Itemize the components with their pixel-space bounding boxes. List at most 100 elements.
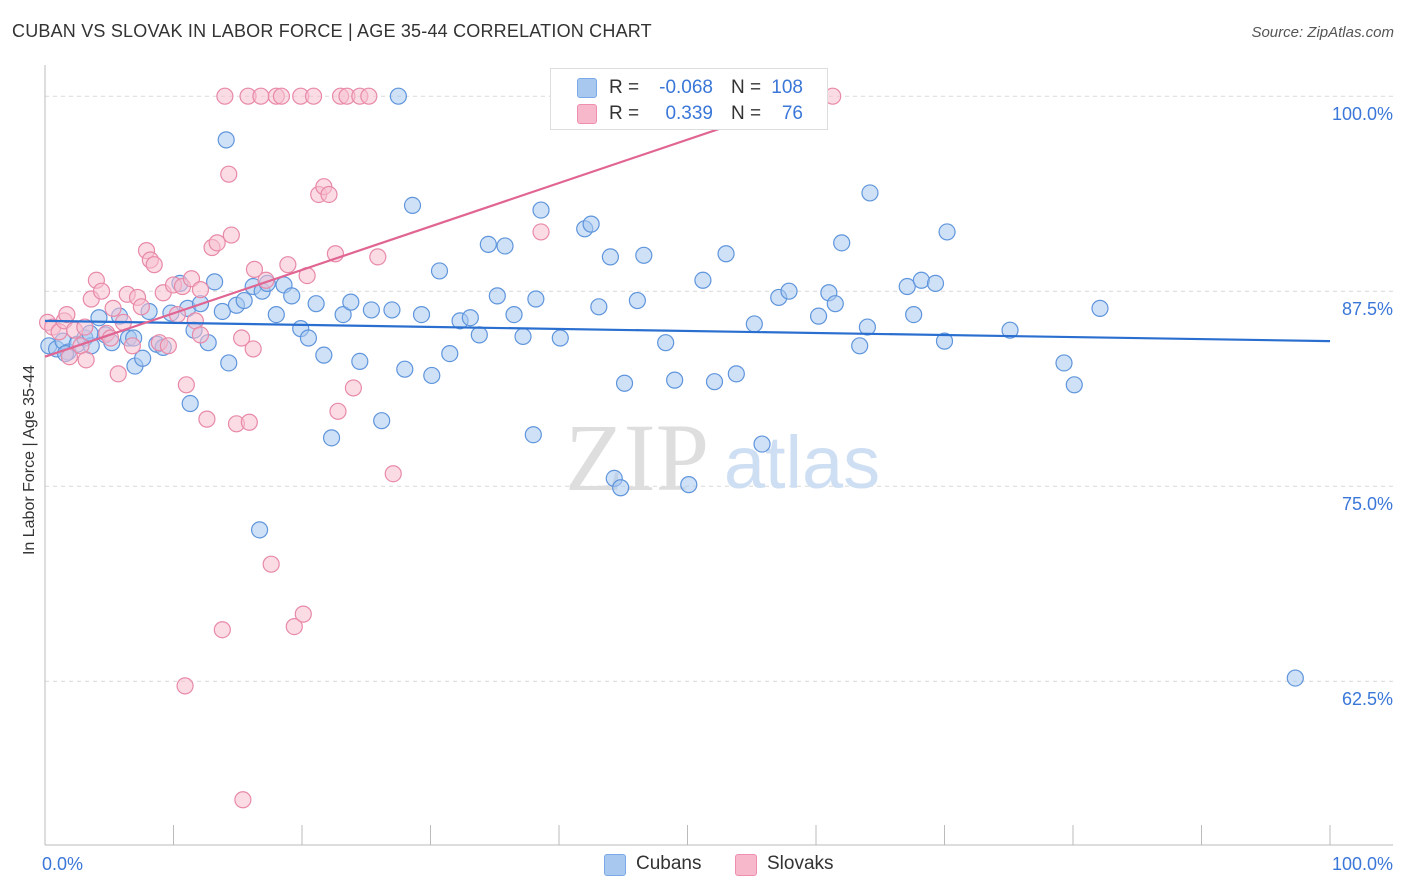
trend-line-slovaks [44, 95, 817, 358]
trend-lines [44, 95, 1331, 358]
legend-n-value-slovaks: 76 [781, 103, 803, 124]
slovak-point [240, 413, 258, 431]
cuban-point [235, 291, 253, 310]
cuban-point [666, 371, 684, 389]
cuban-point [938, 223, 956, 241]
slovak-point [252, 87, 270, 105]
legend-n-value-cubans: 108 [771, 77, 803, 98]
cuban-point [217, 131, 235, 149]
cuban-point [479, 235, 497, 253]
legend-swatch-cubans [577, 78, 597, 98]
slovak-point [329, 402, 347, 420]
cuban-point [635, 246, 653, 264]
slovak-point [285, 617, 303, 636]
slovak-point [198, 410, 216, 428]
cuban-point [680, 476, 698, 494]
slovak-point [272, 87, 291, 105]
cuban-point [1091, 299, 1109, 317]
cuban-point [461, 309, 479, 327]
cuban-point [1065, 376, 1083, 394]
cuban-point [717, 245, 735, 263]
cuban-point [753, 435, 771, 453]
trend-line-cubans [44, 319, 1331, 343]
cuban-point [858, 318, 877, 336]
legend-r-value-cubans: -0.068 [659, 77, 713, 98]
slovak-point [384, 465, 402, 483]
slovak-point [216, 87, 234, 105]
slovak-point [76, 318, 94, 336]
chart-title: CUBAN VS SLOVAK IN LABOR FORCE | AGE 35-… [12, 21, 652, 41]
cuban-point [383, 301, 401, 319]
slovak-point [220, 165, 238, 183]
cuban-point [905, 306, 923, 324]
legend-r-value-slovaks: 0.339 [665, 103, 713, 124]
cuban-point [470, 326, 488, 344]
series-legend: Cubans Slovaks [0, 852, 1406, 878]
cuban-point [307, 295, 325, 313]
slovak-point [262, 555, 280, 573]
axes [44, 65, 1393, 846]
slovak-point [159, 337, 177, 355]
cuban-point [582, 215, 600, 233]
cuban-point [267, 306, 285, 324]
slovak-point [222, 226, 240, 244]
cuban-point [809, 307, 828, 325]
slovak-point [123, 337, 141, 355]
slovak-point [304, 87, 323, 105]
cuban-point [727, 365, 745, 383]
cuban-point [524, 426, 542, 444]
cuban-point [315, 346, 333, 364]
slovak-point [532, 223, 550, 241]
y-tick-label: 87.5% [1342, 299, 1393, 319]
slovak-point [176, 677, 194, 695]
legend-r-label: R = [609, 77, 640, 98]
slovak-point [369, 248, 387, 266]
cuban-point [334, 306, 352, 324]
slovak-point [104, 299, 122, 317]
cuban-point [342, 293, 360, 311]
series-slovaks [38, 87, 842, 809]
cuban-point [612, 479, 630, 497]
slovak-point [191, 326, 210, 344]
cuban-point [898, 277, 916, 296]
legend-label-slovaks: Slovaks [767, 853, 834, 874]
cuban-point [412, 306, 431, 324]
cuban-point [935, 332, 954, 350]
x-tick-labels: 0.0% 100.0% [42, 854, 1393, 874]
cuban-point [206, 273, 224, 291]
cuban-point [851, 337, 869, 355]
cuban-point [134, 349, 152, 367]
cuban-point [181, 394, 199, 413]
cuban-point [861, 184, 879, 202]
cuban-point [90, 309, 108, 327]
cuban-point [430, 262, 449, 280]
cuban-point [299, 329, 318, 347]
cuban-point [322, 429, 341, 447]
cuban-point [826, 295, 844, 313]
cuban-point [1055, 354, 1073, 372]
slovak-point [77, 351, 95, 369]
watermark: ZIP atlas [565, 404, 880, 511]
y-tick-label: 100.0% [1332, 104, 1393, 124]
legend-n-label: N = [731, 77, 762, 98]
slovak-point [213, 621, 231, 639]
slovak-point [177, 376, 195, 394]
legend-swatch-slovaks [577, 104, 597, 124]
x-tick-label: 0.0% [42, 854, 83, 874]
cuban-point [423, 366, 441, 385]
cuban-point [396, 360, 414, 378]
watermark-atlas: atlas [724, 421, 880, 504]
cuban-point [496, 237, 514, 255]
cuban-point [833, 234, 851, 252]
slovak-point [233, 329, 251, 347]
cuban-point [373, 412, 391, 430]
slovak-point [109, 365, 127, 383]
correlation-legend: R = -0.068 N = 108 R = 0.339 N = 76 [550, 68, 828, 130]
cuban-point [250, 521, 269, 539]
cuban-point [657, 334, 675, 352]
slovak-point [279, 256, 297, 274]
watermark-zip: ZIP [565, 404, 709, 511]
cuban-point [926, 274, 945, 292]
legend-row-slovaks: R = 0.339 N = 76 [551, 101, 827, 127]
